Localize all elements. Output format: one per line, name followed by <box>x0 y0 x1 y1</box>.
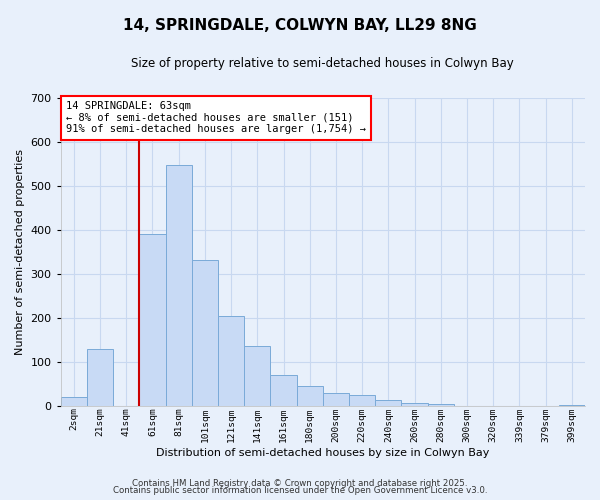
Bar <box>428 404 454 406</box>
Bar <box>166 165 192 406</box>
Text: 14, SPRINGDALE, COLWYN BAY, LL29 8NG: 14, SPRINGDALE, COLWYN BAY, LL29 8NG <box>123 18 477 32</box>
Text: Contains HM Land Registry data © Crown copyright and database right 2025.: Contains HM Land Registry data © Crown c… <box>132 478 468 488</box>
Bar <box>401 404 428 406</box>
Bar <box>244 346 271 406</box>
Text: 14 SPRINGDALE: 63sqm
← 8% of semi-detached houses are smaller (151)
91% of semi-: 14 SPRINGDALE: 63sqm ← 8% of semi-detach… <box>66 101 366 134</box>
Bar <box>323 393 349 406</box>
Bar <box>218 316 244 406</box>
Bar <box>192 260 218 406</box>
Y-axis label: Number of semi-detached properties: Number of semi-detached properties <box>15 149 25 355</box>
Bar <box>271 376 296 406</box>
X-axis label: Distribution of semi-detached houses by size in Colwyn Bay: Distribution of semi-detached houses by … <box>156 448 490 458</box>
Bar <box>375 400 401 406</box>
Bar <box>87 349 113 406</box>
Title: Size of property relative to semi-detached houses in Colwyn Bay: Size of property relative to semi-detach… <box>131 58 514 70</box>
Bar <box>139 234 166 406</box>
Bar <box>559 405 585 406</box>
Bar <box>61 398 87 406</box>
Text: Contains public sector information licensed under the Open Government Licence v3: Contains public sector information licen… <box>113 486 487 495</box>
Bar <box>349 395 375 406</box>
Bar <box>296 386 323 406</box>
